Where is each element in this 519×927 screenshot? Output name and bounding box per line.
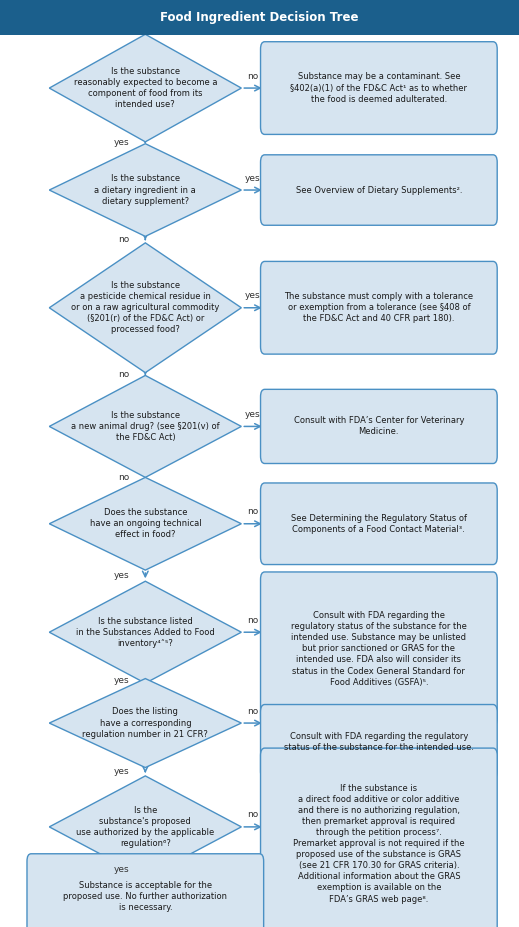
Polygon shape bbox=[49, 679, 241, 768]
Text: no: no bbox=[118, 235, 130, 244]
Text: Food Ingredient Decision Tree: Food Ingredient Decision Tree bbox=[160, 11, 359, 24]
Text: Consult with FDA regarding the
regulatory status of the substance for the
intend: Consult with FDA regarding the regulator… bbox=[291, 611, 467, 687]
Polygon shape bbox=[49, 375, 241, 477]
FancyBboxPatch shape bbox=[261, 705, 497, 779]
Text: Is the substance listed
in the Substances Added to Food
inventory⁴˄⁵?: Is the substance listed in the Substance… bbox=[76, 616, 215, 648]
Text: yes: yes bbox=[245, 410, 261, 419]
FancyBboxPatch shape bbox=[261, 748, 497, 927]
Text: yes: yes bbox=[114, 677, 130, 685]
Text: no: no bbox=[248, 616, 258, 625]
Text: Consult with FDA’s Center for Veterinary
Medicine.: Consult with FDA’s Center for Veterinary… bbox=[294, 416, 464, 437]
Polygon shape bbox=[49, 776, 241, 878]
Text: yes: yes bbox=[114, 571, 130, 580]
Text: Is the substance
a new animal drug? (see §201(v) of
the FD&C Act): Is the substance a new animal drug? (see… bbox=[71, 411, 220, 442]
FancyBboxPatch shape bbox=[0, 0, 519, 35]
Text: The substance must comply with a tolerance
or exemption from a tolerance (see §4: The substance must comply with a toleran… bbox=[284, 292, 473, 324]
Text: Is the substance
reasonably expected to become a
component of food from its
inte: Is the substance reasonably expected to … bbox=[74, 67, 217, 109]
Text: Does the listing
have a corresponding
regulation number in 21 CFR?: Does the listing have a corresponding re… bbox=[83, 707, 208, 739]
Text: Substance may be a contaminant. See
§402(a)(1) of the FD&C Act¹ as to whether
th: Substance may be a contaminant. See §402… bbox=[290, 72, 468, 104]
Text: See Determining the Regulatory Status of
Components of a Food Contact Material³.: See Determining the Regulatory Status of… bbox=[291, 514, 467, 534]
Text: no: no bbox=[118, 473, 130, 482]
Polygon shape bbox=[49, 477, 241, 570]
Polygon shape bbox=[49, 144, 241, 236]
FancyBboxPatch shape bbox=[261, 155, 497, 225]
Text: yes: yes bbox=[245, 173, 261, 183]
Polygon shape bbox=[49, 34, 241, 142]
FancyBboxPatch shape bbox=[261, 261, 497, 354]
Text: Is the substance
a dietary ingredient in a
dietary supplement?: Is the substance a dietary ingredient in… bbox=[94, 174, 196, 206]
Text: no: no bbox=[248, 810, 258, 819]
Text: yes: yes bbox=[114, 138, 130, 147]
Text: If the substance is
a direct food additive or color additive
and there is no aut: If the substance is a direct food additi… bbox=[293, 783, 465, 904]
Text: Substance is acceptable for the
proposed use. No further authorization
is necess: Substance is acceptable for the proposed… bbox=[63, 881, 227, 912]
FancyBboxPatch shape bbox=[261, 572, 497, 726]
Text: no: no bbox=[248, 71, 258, 81]
Text: no: no bbox=[248, 706, 258, 716]
Text: Is the substance
a pesticide chemical residue in
or on a raw agricultural commod: Is the substance a pesticide chemical re… bbox=[71, 281, 220, 335]
Text: Is the
substance's proposed
use authorized by the applicable
regulation⁶?: Is the substance's proposed use authoriz… bbox=[76, 806, 214, 848]
FancyBboxPatch shape bbox=[27, 854, 264, 927]
Polygon shape bbox=[49, 581, 241, 683]
Text: no: no bbox=[248, 507, 258, 516]
Text: See Overview of Dietary Supplements².: See Overview of Dietary Supplements². bbox=[296, 185, 462, 195]
Polygon shape bbox=[49, 243, 241, 373]
Text: no: no bbox=[118, 370, 130, 378]
Text: Does the substance
have an ongoing technical
effect in food?: Does the substance have an ongoing techn… bbox=[89, 508, 201, 540]
Text: Consult with FDA regarding the regulatory
status of the substance for the intend: Consult with FDA regarding the regulator… bbox=[284, 731, 474, 752]
FancyBboxPatch shape bbox=[261, 483, 497, 565]
FancyBboxPatch shape bbox=[261, 389, 497, 464]
FancyBboxPatch shape bbox=[261, 42, 497, 134]
Text: yes: yes bbox=[114, 865, 130, 874]
Text: yes: yes bbox=[245, 291, 261, 300]
Text: yes: yes bbox=[114, 768, 130, 776]
